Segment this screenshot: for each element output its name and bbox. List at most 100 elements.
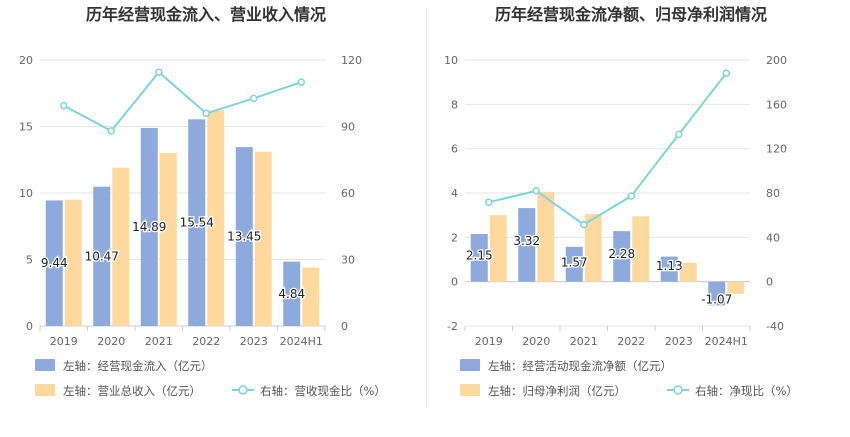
bar-data-label: 15.54 <box>180 216 214 230</box>
bar-data-label: 14.89 <box>132 220 166 234</box>
bar-data-label: 3.32 <box>513 234 540 248</box>
right-axis-tick-label: 40 <box>766 231 780 244</box>
bar-series-1 <box>565 246 583 282</box>
right-axis-tick-label: -40 <box>766 320 784 333</box>
bar-series-1 <box>45 200 63 326</box>
left-axis-tick-label: 0 <box>451 276 458 289</box>
right-axis-tick-label: 90 <box>341 121 355 134</box>
legend-label: 左轴：经营现金流入（亿元） <box>63 359 213 373</box>
x-axis-category-label: 2022 <box>617 335 645 348</box>
left-axis-tick-label: 2 <box>451 231 458 244</box>
chart-title: 历年经营现金流净额、归母净利润情况 <box>495 5 767 24</box>
right-axis-tick-label: 160 <box>766 98 787 111</box>
bar-series-1 <box>283 261 301 326</box>
ratio-line-point <box>250 94 258 103</box>
bar-data-label: 2.15 <box>466 248 493 262</box>
legend-swatch <box>35 384 55 396</box>
bar-series-1 <box>613 231 631 282</box>
legend-label: 左轴：经营活动现金流净额（亿元） <box>488 359 672 373</box>
bar-series-2 <box>537 191 555 282</box>
right-axis-tick-label: 80 <box>766 187 780 200</box>
legend-label: 右轴：营收现金比（%） <box>260 384 386 398</box>
x-axis-category-label: 2024H1 <box>705 335 748 348</box>
legend-line-marker <box>238 385 248 395</box>
bar-data-label: 13.45 <box>227 230 261 244</box>
ratio-line-point <box>485 198 493 206</box>
bar-series-1 <box>188 119 206 327</box>
left-axis-tick-label: 20 <box>19 54 33 67</box>
ratio-line-point <box>532 187 540 195</box>
legend-label: 右轴：净现比（%） <box>695 384 798 398</box>
ratio-line <box>63 70 302 133</box>
x-axis-category-label: 2023 <box>665 335 693 348</box>
x-axis-category-label: 2021 <box>570 335 598 348</box>
left-axis-tick-label: 5 <box>26 254 33 267</box>
bar-data-label: 2.28 <box>608 247 635 261</box>
bar-series-2 <box>727 281 745 294</box>
legend-label: 左轴：归母净利润（亿元） <box>488 384 626 398</box>
bar-series-1 <box>660 256 678 282</box>
x-axis-category-label: 2019 <box>475 335 503 348</box>
left-axis-tick-label: 4 <box>451 187 458 200</box>
bar-data-label: 9.44 <box>41 256 68 270</box>
bar-data-label: 4.84 <box>278 287 305 301</box>
ratio-line-point <box>155 68 163 76</box>
bar-series-1 <box>470 234 488 282</box>
ratio-line-point <box>202 109 210 118</box>
bar-data-label: 10.47 <box>85 249 119 263</box>
bar-series-1 <box>235 147 253 326</box>
bar-series-1 <box>708 281 726 306</box>
x-axis-category-label: 2022 <box>192 335 220 348</box>
bar-series-2 <box>632 216 650 282</box>
left-axis-tick-label: 15 <box>19 121 33 134</box>
bar-data-label: -1.07 <box>701 292 732 306</box>
right-axis-tick-label: 120 <box>766 143 787 156</box>
bar-data-label: 1.13 <box>656 259 683 273</box>
ratio-line-point <box>675 130 683 139</box>
left-axis-tick-label: -2 <box>447 320 458 333</box>
bar-series-2 <box>64 199 82 326</box>
bar-data-label: 1.57 <box>561 256 588 270</box>
ratio-line-point <box>60 101 68 110</box>
left-axis-tick-label: 0 <box>26 320 33 333</box>
bar-series-2 <box>302 267 320 326</box>
ratio-line-point <box>107 127 115 135</box>
legend-swatch <box>460 384 480 396</box>
ratio-line-point <box>580 220 588 229</box>
right-axis-tick-label: 0 <box>341 320 348 333</box>
chart-net-cashflow-profit: 历年经营现金流净额、归母净利润情况 -2 0 2 4 6 8 10 -40 0 40 80 120 160… <box>444 5 798 398</box>
legend-line-marker <box>673 385 683 395</box>
bar-series-2 <box>584 214 602 282</box>
bar-series-2 <box>159 153 177 326</box>
bar-series-1 <box>93 186 111 326</box>
x-axis-category-label: 2021 <box>145 335 173 348</box>
ratio-line-point <box>297 78 305 86</box>
chart-title: 历年经营现金流入、营业收入情况 <box>86 5 326 24</box>
legend-label: 左轴：营业总收入（亿元） <box>63 384 201 398</box>
bar-series-1 <box>518 208 536 282</box>
panel-divider <box>426 8 427 408</box>
x-axis-category-label: 2024H1 <box>280 335 323 348</box>
chart-cash-inflow-revenue: 历年经营现金流入、营业收入情况 0 5 10 15 20 0 30 60 90 120 2019 202… <box>19 5 386 398</box>
x-axis-category-label: 2019 <box>50 335 78 348</box>
legend-swatch <box>460 359 480 371</box>
x-axis-category-label: 2020 <box>97 335 125 348</box>
ratio-line-point <box>722 69 730 78</box>
left-axis-tick-label: 10 <box>19 187 33 200</box>
right-axis-tick-label: 60 <box>341 187 355 200</box>
bar-series-2 <box>489 215 507 282</box>
right-axis-tick-label: 200 <box>766 54 787 67</box>
ratio-line <box>488 72 728 226</box>
bar-series-2 <box>679 262 697 282</box>
right-axis-tick-label: 30 <box>341 254 355 267</box>
left-axis-tick-label: 6 <box>451 143 458 156</box>
bar-series-2 <box>112 167 130 326</box>
legend-swatch <box>35 359 55 371</box>
x-axis-category-label: 2020 <box>522 335 550 348</box>
bar-series-2 <box>207 110 225 326</box>
left-axis-tick-label: 8 <box>451 98 458 111</box>
right-axis-tick-label: 0 <box>766 276 773 289</box>
bar-series-2 <box>254 151 272 326</box>
bar-series-1 <box>140 127 158 326</box>
